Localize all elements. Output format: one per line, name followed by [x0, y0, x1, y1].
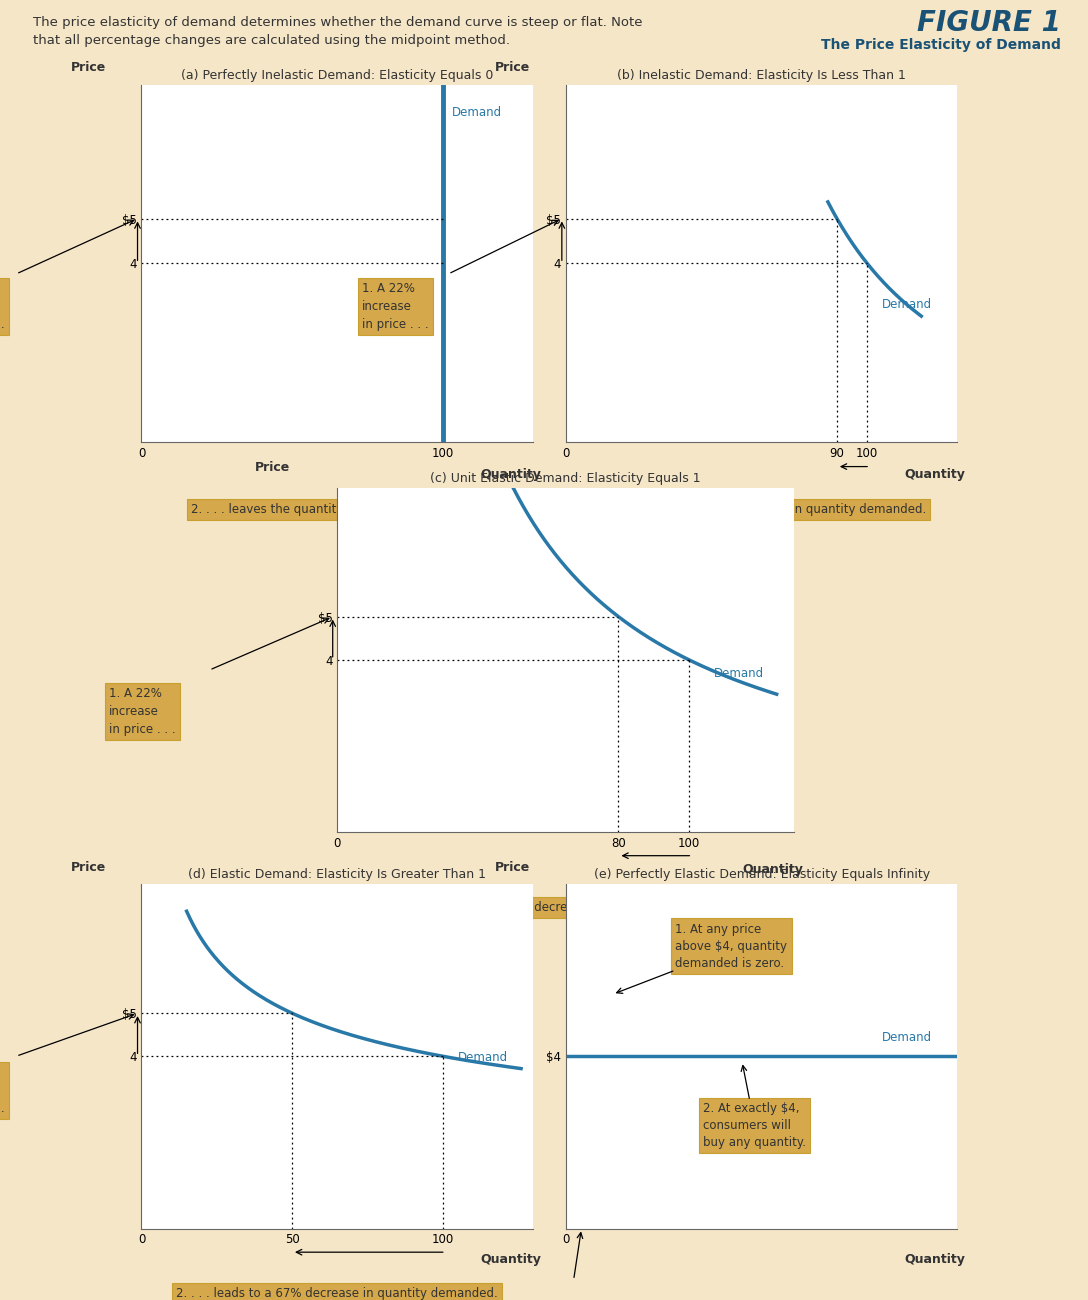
Text: Demand: Demand — [458, 1050, 508, 1063]
Text: Quantity: Quantity — [904, 1253, 965, 1266]
Text: that all percentage changes are calculated using the midpoint method.: that all percentage changes are calculat… — [33, 34, 509, 47]
Text: 2. . . . leads to an 11% decrease in quantity demanded.: 2. . . . leads to an 11% decrease in qua… — [597, 503, 926, 516]
Text: Price: Price — [495, 61, 531, 74]
Text: Quantity: Quantity — [480, 468, 541, 481]
Text: Price: Price — [71, 861, 107, 874]
Text: Price: Price — [71, 61, 107, 74]
Text: Price: Price — [495, 861, 531, 874]
Text: 2. . . . leads to a 67% decrease in quantity demanded.: 2. . . . leads to a 67% decrease in quan… — [176, 1287, 498, 1300]
Text: Demand: Demand — [882, 1031, 932, 1044]
Title: (e) Perfectly Elastic Demand: Elasticity Equals Infinity: (e) Perfectly Elastic Demand: Elasticity… — [594, 868, 929, 881]
Text: 1. At any price
above $4, quantity
demanded is zero.: 1. At any price above $4, quantity deman… — [676, 923, 788, 970]
Text: Demand: Demand — [714, 667, 764, 680]
Text: 1. A 22%
increase
in price . . .: 1. A 22% increase in price . . . — [0, 1066, 4, 1115]
Text: Quantity: Quantity — [904, 468, 965, 481]
Text: 1. A 22%
increase
in price . . .: 1. A 22% increase in price . . . — [362, 282, 429, 330]
Text: Demand: Demand — [452, 105, 502, 118]
Text: FIGURE 1: FIGURE 1 — [917, 9, 1061, 38]
Text: Price: Price — [255, 460, 290, 473]
Text: 1. A 22%
increase
in price . . .: 1. A 22% increase in price . . . — [109, 686, 175, 736]
Text: Demand: Demand — [882, 298, 932, 311]
Text: Quantity: Quantity — [480, 1253, 541, 1266]
Text: 2. . . . leads to a 22% decrease in quantity demanded.: 2. . . . leads to a 22% decrease in quan… — [405, 901, 727, 914]
Text: 2. At exactly $4,
consumers will
buy any quantity.: 2. At exactly $4, consumers will buy any… — [703, 1101, 806, 1149]
Text: The Price Elasticity of Demand: The Price Elasticity of Demand — [821, 38, 1061, 52]
Text: Quantity: Quantity — [742, 863, 803, 876]
Text: 2. . . . leaves the quantity demanded unchanged.: 2. . . . leaves the quantity demanded un… — [190, 503, 484, 516]
Title: (c) Unit Elastic Demand: Elasticity Equals 1: (c) Unit Elastic Demand: Elasticity Equa… — [431, 472, 701, 485]
Text: The price elasticity of demand determines whether the demand curve is steep or f: The price elasticity of demand determine… — [33, 16, 642, 29]
Title: (a) Perfectly Inelastic Demand: Elasticity Equals 0: (a) Perfectly Inelastic Demand: Elastici… — [181, 69, 494, 82]
Title: (b) Inelastic Demand: Elasticity Is Less Than 1: (b) Inelastic Demand: Elasticity Is Less… — [617, 69, 906, 82]
Title: (d) Elastic Demand: Elasticity Is Greater Than 1: (d) Elastic Demand: Elasticity Is Greate… — [188, 868, 486, 881]
Text: 1. An
increase
in price . . .: 1. An increase in price . . . — [0, 282, 4, 330]
